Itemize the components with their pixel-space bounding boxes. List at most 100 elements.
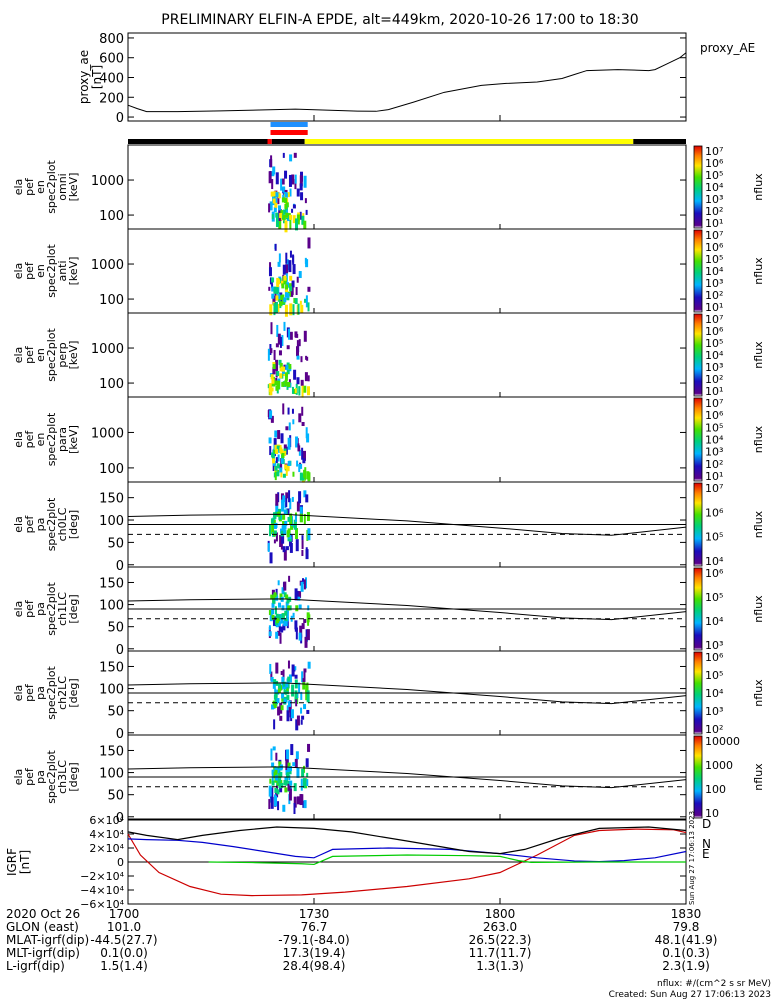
spectrogram-cell (269, 610, 273, 622)
spectrogram-cell (279, 447, 283, 453)
spectrogram-cell (289, 275, 293, 281)
spectrogram-cell (271, 762, 275, 768)
spectrogram-cell (288, 363, 292, 369)
spectrogram-cell (284, 375, 288, 381)
spectrogram-cell (299, 183, 303, 191)
spectrogram-cell (295, 539, 299, 552)
spectrogram-cell (289, 286, 293, 292)
spectrogram-cell (292, 419, 295, 425)
ylabel-line: pef (23, 683, 36, 702)
spectrogram-cell (284, 381, 288, 387)
spectrogram-cell (270, 796, 274, 809)
spectrogram-cell (279, 780, 283, 786)
spectrogram-cell (275, 493, 279, 506)
spectrogram-cell (289, 214, 293, 220)
spectrogram-cell (276, 282, 280, 288)
spectrogram-cell (300, 304, 304, 313)
spectrogram-cell (301, 215, 305, 225)
axis-tick-value: 48.1(41.9) (655, 933, 718, 947)
y-tick-label: 150 (99, 660, 124, 675)
spectrogram-cells (267, 490, 311, 564)
axis-tick-value: 101.0 (107, 920, 141, 934)
spectrogram-cell (301, 715, 305, 720)
spectrogram-cell (293, 796, 297, 808)
spectrogram-cell (281, 178, 285, 185)
spectrogram-cell (271, 523, 275, 535)
spectrogram-cell (285, 270, 288, 282)
spectrogram-cell (286, 369, 290, 375)
spectrogram-cell (273, 592, 277, 598)
y-tick-label: 100 (99, 599, 124, 614)
colorbar-label-text: nflux (752, 257, 765, 285)
ylabel-line: spec2plot (45, 497, 58, 551)
colorbar-tick-label: 10000 (705, 735, 740, 748)
spectrogram-cell (284, 203, 288, 209)
colorbar-tick-label: 10⁴ (705, 181, 724, 194)
y-tick-label: 600 (99, 52, 124, 67)
spectrogram-cell (284, 170, 288, 179)
spectrogram-cell (284, 520, 288, 526)
spectrogram-cell (288, 283, 292, 289)
spectrogram-cell (275, 359, 279, 371)
spectrogram-cell (299, 794, 303, 806)
spectrogram-cell (302, 578, 305, 585)
spectrogram-cell (285, 287, 289, 293)
spectrogram-cell (307, 375, 310, 382)
spectrogram-cell (277, 706, 281, 716)
spectrogram-cell (291, 496, 294, 502)
colorbar-label-text: nflux (752, 341, 765, 369)
spectrogram-cell (282, 403, 285, 415)
spectrogram-cell (289, 766, 293, 772)
spectrogram-cell (277, 294, 281, 300)
ylabel-line: spec2plot (45, 582, 58, 636)
spectrogram-cell (285, 212, 289, 218)
y-tick-label: 50 (107, 536, 124, 551)
spectrogram-cell (306, 471, 310, 480)
spectrogram-cell (276, 698, 280, 704)
spectrogram-cell (277, 380, 281, 386)
spectrogram-cell (296, 590, 299, 597)
spectrogram-cell (274, 302, 278, 314)
y-tick-label: 1000 (91, 174, 124, 189)
spectrogram-cell (289, 780, 293, 786)
spectrogram-cell (303, 490, 307, 498)
spectrogram-cell (286, 617, 289, 629)
colorbar-tick-label: 10⁴ (705, 349, 724, 362)
ylabel-line: pa (34, 518, 47, 532)
axis-row-label: MLT-igrf(dip) (6, 946, 80, 960)
spectrogram-cell (295, 436, 299, 448)
spectrogram-cell (287, 528, 291, 534)
spectrogram-cell (298, 591, 302, 599)
spectrogram-cell (289, 250, 292, 258)
spectrogram-cells (268, 743, 311, 814)
spectrogram-cell (272, 746, 276, 751)
spectrogram-cell (273, 530, 277, 536)
ylabel-line: pef (23, 599, 36, 618)
axis-tick-value: 76.7 (301, 920, 328, 934)
ylabel-line: para (56, 427, 69, 452)
spectrogram-cell (287, 605, 291, 611)
spectrogram-cell (268, 203, 271, 213)
ylabel-line: omni (56, 173, 69, 200)
spectrogram-cell (267, 384, 270, 389)
spectrogram-cell (280, 618, 284, 624)
spectrogram-cell (268, 799, 271, 810)
spectrogram-cell (306, 772, 309, 777)
spectrogram-cell (274, 430, 278, 438)
spectrogram-cell (278, 219, 282, 229)
proxy-ae-frame (127, 32, 687, 122)
spectrogram-cell (280, 626, 284, 633)
spectrogram-cell (283, 581, 287, 591)
spectrogram-cell (298, 449, 301, 456)
spectrogram-cell (286, 598, 290, 604)
y-tick-label: 100 (99, 462, 124, 477)
spectrogram-cell (284, 610, 288, 616)
ylabel-line: en (34, 264, 47, 278)
spectrogram-cell (280, 471, 283, 478)
spectrogram-cell (286, 508, 290, 515)
y-tick-label: 6×10⁴ (89, 814, 124, 827)
spectrogram-cell (273, 719, 276, 730)
zone-bar-segment (267, 139, 272, 144)
ylabel-line: [deg] (67, 762, 80, 791)
